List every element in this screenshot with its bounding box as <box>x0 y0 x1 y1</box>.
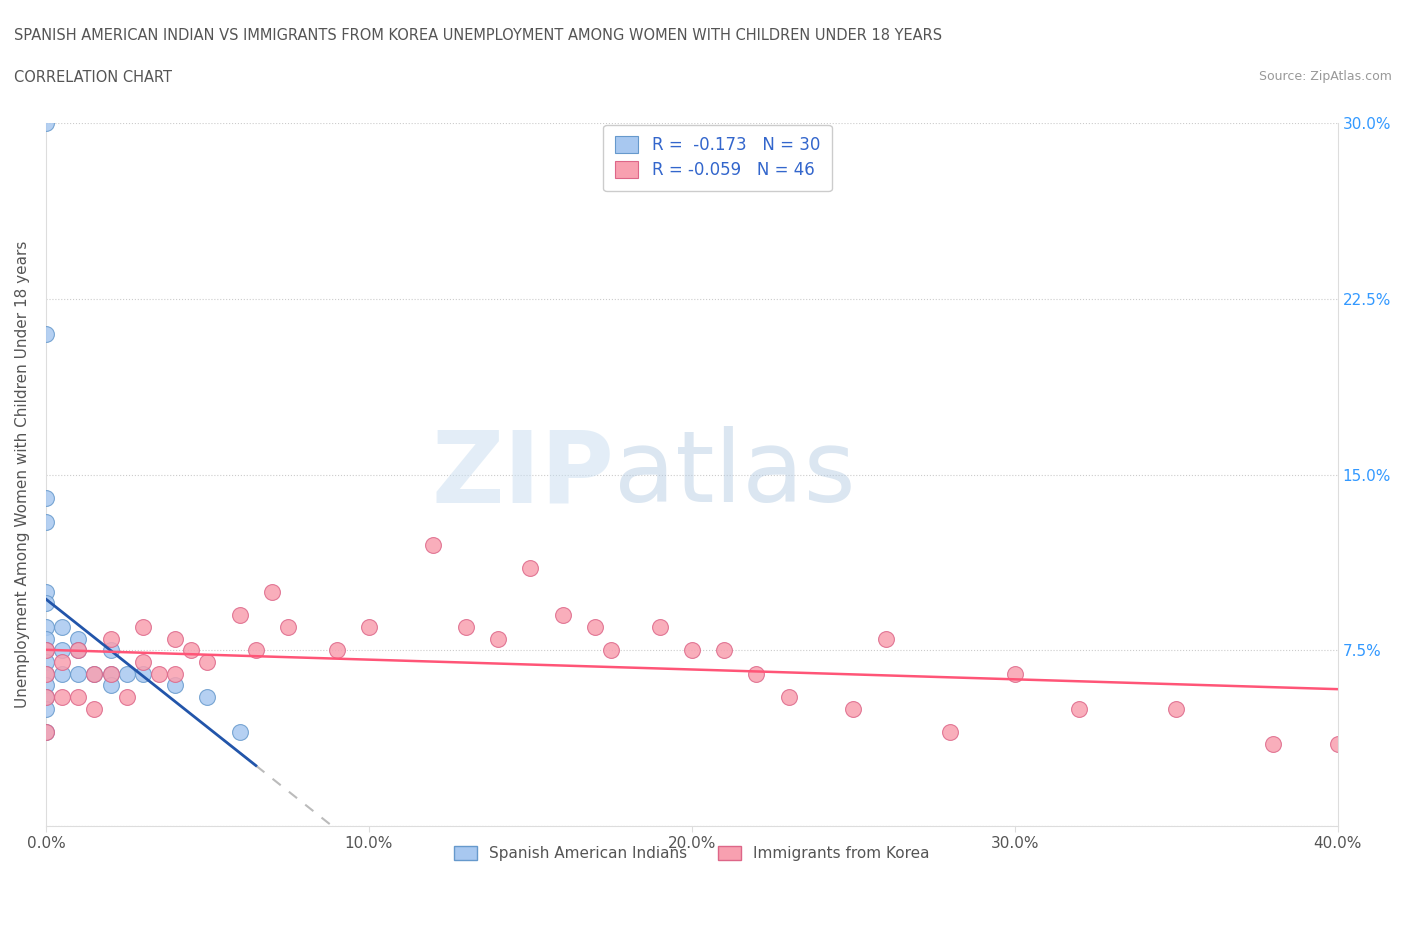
Text: CORRELATION CHART: CORRELATION CHART <box>14 70 172 85</box>
Point <box>713 643 735 658</box>
Text: Source: ZipAtlas.com: Source: ZipAtlas.com <box>1258 70 1392 83</box>
Point <box>100 666 122 681</box>
Point <box>600 643 623 658</box>
Point <box>35 619 58 634</box>
Point <box>51 690 73 705</box>
Point <box>35 326 58 341</box>
Point <box>35 724 58 739</box>
Point <box>148 666 170 681</box>
Point <box>165 666 187 681</box>
Y-axis label: Unemployment Among Women with Children Under 18 years: Unemployment Among Women with Children U… <box>15 241 30 709</box>
Point <box>115 666 138 681</box>
Point <box>228 608 250 623</box>
Point <box>100 678 122 693</box>
Point <box>325 643 347 658</box>
Point <box>83 666 105 681</box>
Point <box>1069 701 1091 716</box>
Point <box>67 631 90 646</box>
Point <box>35 690 58 705</box>
Point <box>583 619 606 634</box>
Point <box>35 116 58 131</box>
Point <box>35 678 58 693</box>
Point <box>1166 701 1188 716</box>
Point <box>842 701 865 716</box>
Point <box>67 643 90 658</box>
Point <box>519 561 541 576</box>
Point <box>277 619 299 634</box>
Point <box>486 631 509 646</box>
Point <box>778 690 800 705</box>
Point <box>35 596 58 611</box>
Point <box>197 690 219 705</box>
Point <box>35 655 58 670</box>
Point <box>197 655 219 670</box>
Point <box>648 619 671 634</box>
Point <box>422 538 444 552</box>
Text: SPANISH AMERICAN INDIAN VS IMMIGRANTS FROM KOREA UNEMPLOYMENT AMONG WOMEN WITH C: SPANISH AMERICAN INDIAN VS IMMIGRANTS FR… <box>14 28 942 43</box>
Text: ZIP: ZIP <box>432 426 614 524</box>
Point <box>100 643 122 658</box>
Point <box>35 724 58 739</box>
Point <box>51 619 73 634</box>
Point <box>115 690 138 705</box>
Legend: Spanish American Indians, Immigrants from Korea: Spanish American Indians, Immigrants fro… <box>449 841 935 868</box>
Point <box>132 666 155 681</box>
Point <box>35 666 58 681</box>
Point <box>1326 737 1348 751</box>
Point <box>35 666 58 681</box>
Point <box>939 724 962 739</box>
Point <box>83 701 105 716</box>
Point <box>681 643 703 658</box>
Point <box>35 643 58 658</box>
Point <box>228 724 250 739</box>
Point <box>35 491 58 506</box>
Point <box>35 631 58 646</box>
Point <box>1004 666 1026 681</box>
Point <box>260 584 283 599</box>
Point <box>35 584 58 599</box>
Point <box>51 643 73 658</box>
Point <box>51 655 73 670</box>
Point <box>875 631 897 646</box>
Point <box>35 690 58 705</box>
Point <box>100 666 122 681</box>
Point <box>67 690 90 705</box>
Text: atlas: atlas <box>614 426 856 524</box>
Point <box>165 678 187 693</box>
Point <box>67 666 90 681</box>
Point <box>180 643 202 658</box>
Point <box>35 514 58 529</box>
Point <box>67 643 90 658</box>
Point <box>745 666 768 681</box>
Point <box>35 643 58 658</box>
Point <box>132 655 155 670</box>
Point <box>357 619 380 634</box>
Point <box>51 666 73 681</box>
Point <box>83 666 105 681</box>
Point <box>35 701 58 716</box>
Point <box>551 608 574 623</box>
Point <box>454 619 477 634</box>
Point <box>100 631 122 646</box>
Point <box>165 631 187 646</box>
Point <box>132 619 155 634</box>
Point <box>1261 737 1284 751</box>
Point <box>245 643 267 658</box>
